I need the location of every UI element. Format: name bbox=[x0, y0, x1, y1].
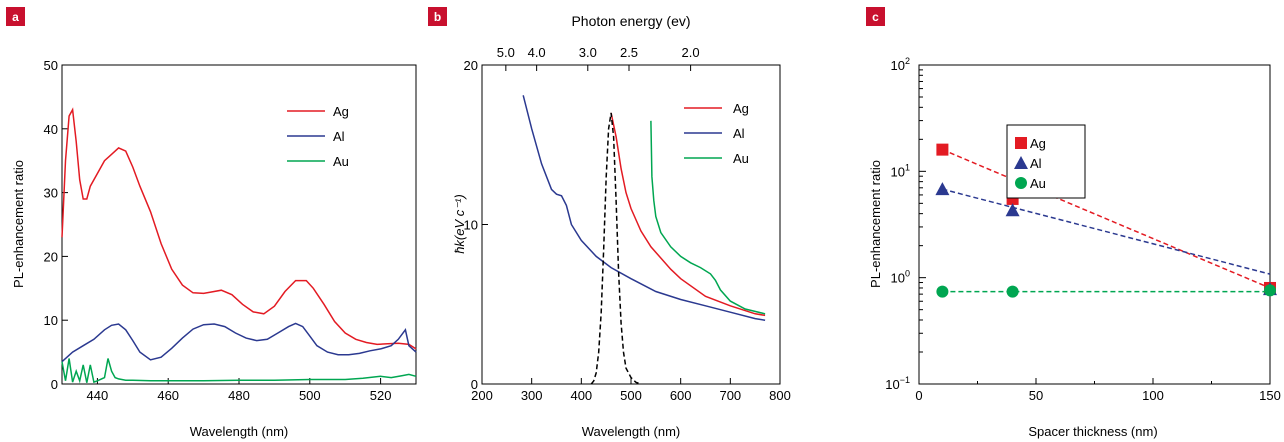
panel-a-ytick-label: 0 bbox=[51, 377, 58, 392]
panel-b-xtick-label: 800 bbox=[769, 388, 791, 403]
panel-c-point-ag bbox=[936, 143, 949, 156]
panel-c-xtick-label: 50 bbox=[1029, 388, 1043, 403]
panel-b-top-tick-label: 3.0 bbox=[579, 45, 597, 60]
panel-c-legend-label-al: Al bbox=[1030, 156, 1042, 171]
panel-c-frame bbox=[918, 64, 1271, 385]
panel-c-legend-marker-au bbox=[1015, 177, 1027, 189]
panel-c-legend-label-ag: Ag bbox=[1030, 136, 1046, 151]
panel-b-xtick-label: 700 bbox=[719, 388, 741, 403]
panel-b-badge-text: b bbox=[434, 10, 441, 24]
panel-a-xtick-label: 440 bbox=[87, 388, 109, 403]
panel-c-point-au bbox=[1264, 284, 1276, 297]
panel-c-badge-text: c bbox=[872, 10, 879, 24]
panel-c-point-au bbox=[936, 285, 949, 298]
panel-b-plot: 200 300 400 500 600 700 800 0 10 20 5.0 4.0 3.0 2.5 2.… bbox=[464, 45, 791, 403]
panel-c-xtick-label: 0 bbox=[915, 388, 922, 403]
panel-c-ytick-label: 102 bbox=[891, 56, 910, 73]
panel-b-ytick-label: 10 bbox=[464, 218, 478, 233]
panel-c-legend-marker-ag bbox=[1015, 137, 1027, 149]
panel-c-point-al bbox=[935, 182, 950, 196]
panel-c-ytick-label: 101 bbox=[891, 162, 910, 179]
panel-a-series-au bbox=[61, 358, 417, 384]
panel-a-legend-label-ag: Ag bbox=[333, 104, 349, 119]
panel-c-ylabel: PL-enhancement ratio bbox=[868, 160, 883, 288]
panel-b-xtick-label: 300 bbox=[521, 388, 543, 403]
panel-b-top-tick-label: 5.0 bbox=[497, 45, 515, 60]
panel-a-xtick-label: 520 bbox=[370, 388, 392, 403]
panel-c-xtick-label: 150 bbox=[1259, 388, 1281, 403]
panel-c-ytick-label: 100 bbox=[891, 269, 910, 286]
panel-b-series-ag bbox=[610, 112, 766, 317]
panel-a-legend-label-au: Au bbox=[333, 154, 349, 169]
panel-a-ylabel: PL-enhancement ratio bbox=[11, 160, 26, 288]
panel-b-xtick-label: 200 bbox=[471, 388, 493, 403]
panel-b-xtick-label: 500 bbox=[620, 388, 642, 403]
panel-b-xtick-label: 400 bbox=[570, 388, 592, 403]
panel-a-xtick-label: 480 bbox=[228, 388, 250, 403]
panel-a-ytick-label: 50 bbox=[44, 58, 58, 73]
panel-a-xlabel: Wavelength (nm) bbox=[190, 424, 289, 439]
panel-c-plot: 0 50 100 150 10−1 100 101 102 Ag Al Au bbox=[885, 56, 1281, 403]
panel-b-top-tick-label: 4.0 bbox=[528, 45, 546, 60]
panel-a-ytick-label: 20 bbox=[44, 249, 58, 264]
panel-b-series-au bbox=[650, 120, 766, 315]
panel-a-xtick-label: 500 bbox=[299, 388, 321, 403]
panel-c-point-al bbox=[1005, 203, 1020, 217]
panel-b-ytick-label: 0 bbox=[471, 377, 478, 392]
panel-a-xtick-label: 460 bbox=[157, 388, 179, 403]
panel-b-series-al bbox=[522, 95, 766, 321]
panel-c-xtick-label: 100 bbox=[1142, 388, 1164, 403]
panel-b-top-tick-label: 2.5 bbox=[620, 45, 638, 60]
panel-b-legend-label-ag: Ag bbox=[733, 101, 749, 116]
panel-b-legend-label-au: Au bbox=[733, 151, 749, 166]
panel-a-ytick-label: 40 bbox=[44, 122, 58, 137]
panel-b-xlabel: Wavelength (nm) bbox=[582, 424, 681, 439]
panel-b-legend-label-al: Al bbox=[733, 126, 745, 141]
panel-a-frame bbox=[61, 64, 417, 385]
panel-c-badge: c bbox=[866, 7, 885, 26]
panel-c-xlabel: Spacer thickness (nm) bbox=[1028, 424, 1157, 439]
panel-b-ylabel: ħk(eV c⁻¹) bbox=[452, 194, 467, 254]
panel-c-point-au bbox=[1006, 285, 1019, 298]
panel-a-series-ag bbox=[61, 107, 417, 350]
panel-c-fit-al bbox=[942, 188, 1271, 275]
panel-c-fit-ag bbox=[942, 148, 1271, 289]
panel-a-badge: a bbox=[6, 7, 25, 26]
panel-c-legend-marker-al bbox=[1014, 156, 1028, 169]
panel-a-legend-label-al: Al bbox=[333, 129, 345, 144]
panel-c-legend-label-au: Au bbox=[1030, 176, 1046, 191]
panel-b-top-title: Photon energy (ev) bbox=[571, 13, 690, 29]
panel-a-badge-text: a bbox=[12, 10, 19, 24]
panel-b-ytick-label: 20 bbox=[464, 58, 478, 73]
panel-a-plot: 440 460 480 500 520 0 10 20 30 40 50 Ag Al Au bbox=[44, 58, 417, 403]
panel-a-ytick-label: 30 bbox=[44, 186, 58, 201]
panel-a-series-al bbox=[61, 322, 417, 363]
panel-b-excitation-peak bbox=[590, 112, 642, 385]
panel-b-top-tick-label: 2.0 bbox=[682, 45, 700, 60]
panel-b-badge: b bbox=[428, 7, 447, 26]
panel-a-ytick-label: 10 bbox=[44, 313, 58, 328]
panel-b-xtick-label: 600 bbox=[670, 388, 692, 403]
panel-c-ytick-label: 10−1 bbox=[885, 375, 910, 392]
